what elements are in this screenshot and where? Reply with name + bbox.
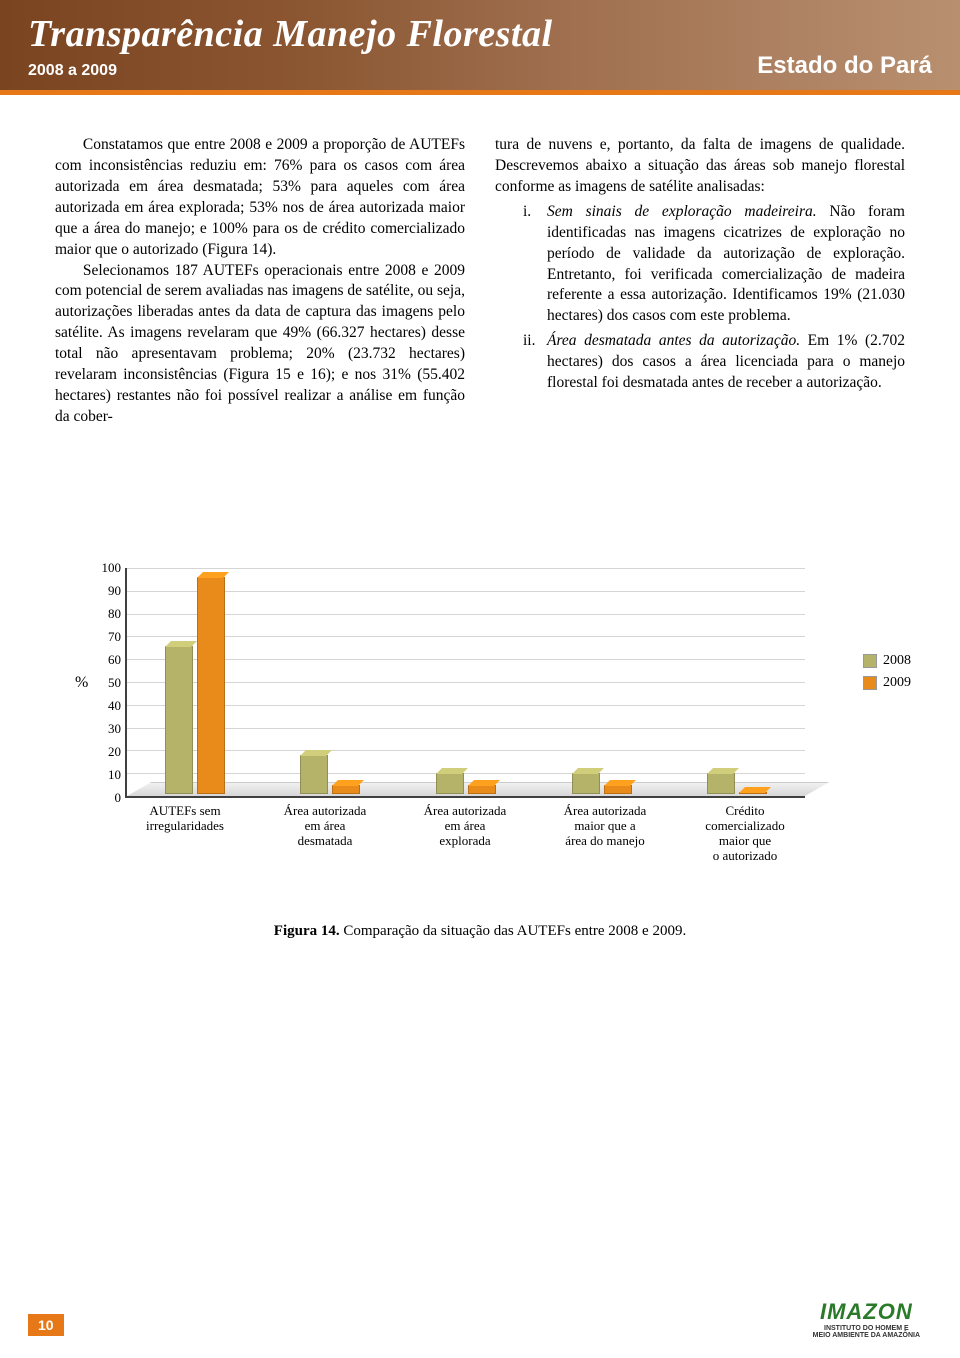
- bar-group: [300, 755, 360, 794]
- list-marker: i.: [523, 202, 547, 328]
- bar-group: [165, 577, 225, 794]
- x-label: Créditocomercializadomaior queo autoriza…: [685, 804, 805, 864]
- x-label: Área autorizadaem áreaexplorada: [405, 804, 525, 849]
- column-right: tura de nuvens e, portanto, da falta de …: [495, 135, 905, 428]
- bar-group: [572, 773, 632, 794]
- y-tick: 10: [91, 767, 121, 783]
- bar: [604, 785, 632, 794]
- figure-caption: Figura 14. Comparação da situação das AU…: [55, 923, 905, 940]
- item-rest: Não foram identificadas nas imagens cica…: [547, 203, 905, 325]
- page-content: Constatamos que entre 2008 e 2009 a prop…: [0, 95, 960, 940]
- caption-rest: Comparação da situação das AUTEFs entre …: [340, 923, 687, 939]
- y-axis-label: %: [75, 674, 88, 692]
- header-title: Transparência Manejo Florestal: [28, 12, 932, 56]
- page-number: 10: [28, 1314, 64, 1336]
- legend-item-2008: 2008: [863, 653, 911, 669]
- legend-label: 2008: [883, 653, 911, 669]
- caption-bold: Figura 14.: [274, 923, 340, 939]
- imazon-logo: IMAZON INSTITUTO DO HOMEM E MEIO AMBIENT…: [813, 1299, 920, 1340]
- bar: [165, 646, 193, 794]
- bar: [468, 785, 496, 794]
- bar-group: [436, 773, 496, 794]
- list-marker: ii.: [523, 331, 547, 394]
- text-columns: Constatamos que entre 2008 e 2009 a prop…: [55, 135, 905, 428]
- x-labels: AUTEFs semirregularidades Área autorizada…: [115, 804, 815, 854]
- list-item-i: i. Sem sinais de exploração madeireira. …: [523, 202, 905, 328]
- x-label: Área autorizadaem áreadesmatada: [265, 804, 385, 849]
- list-text: Sem sinais de exploração madeireira. Não…: [547, 202, 905, 328]
- bar-group: [707, 773, 767, 794]
- legend-item-2009: 2009: [863, 675, 911, 691]
- x-label: Área autorizadamaior que aárea do manejo: [545, 804, 665, 849]
- y-tick: 60: [91, 652, 121, 668]
- y-tick: 70: [91, 629, 121, 645]
- column-left: Constatamos que entre 2008 e 2009 a prop…: [55, 135, 465, 428]
- y-tick: 90: [91, 583, 121, 599]
- list-item-ii: ii. Área desmatada antes da autorização.…: [523, 331, 905, 394]
- page-header: Transparência Manejo Florestal 2008 a 20…: [0, 0, 960, 95]
- bar: [197, 577, 225, 794]
- y-tick: 20: [91, 744, 121, 760]
- roman-list: i. Sem sinais de exploração madeireira. …: [523, 202, 905, 394]
- y-tick: 100: [91, 560, 121, 576]
- plot-region: [125, 568, 805, 798]
- bar: [332, 785, 360, 794]
- bar: [707, 773, 735, 794]
- item-title-italic: Sem sinais de exploração madeireira.: [547, 203, 817, 220]
- y-tick: 50: [91, 675, 121, 691]
- bar: [300, 755, 328, 794]
- paragraph-1: Constatamos que entre 2008 e 2009 a prop…: [55, 135, 465, 261]
- x-label: AUTEFs semirregularidades: [125, 804, 245, 834]
- list-text: Área desmatada antes da autorização. Em …: [547, 331, 905, 394]
- bar: [572, 773, 600, 794]
- legend-swatch: [863, 654, 877, 668]
- bar: [436, 773, 464, 794]
- legend-label: 2009: [883, 675, 911, 691]
- bar: [739, 792, 767, 794]
- logo-sub2: MEIO AMBIENTE DA AMAZÔNIA: [813, 1332, 920, 1340]
- y-tick: 40: [91, 698, 121, 714]
- y-tick: 30: [91, 721, 121, 737]
- chart-legend: 2008 2009: [863, 653, 911, 697]
- paragraph-2: Selecionamos 187 AUTEFs operacionais ent…: [55, 261, 465, 428]
- logo-name: IMAZON: [813, 1299, 920, 1325]
- figure-14-chart: % 0102030405060708090100 AUTEFs semirreg…: [55, 568, 905, 858]
- y-ticks: 0102030405060708090100: [91, 568, 121, 798]
- y-tick: 80: [91, 606, 121, 622]
- item-title-italic: Área desmatada antes da autorização.: [547, 332, 800, 349]
- chart-area: % 0102030405060708090100: [125, 568, 805, 798]
- legend-swatch: [863, 676, 877, 690]
- paragraph-3: tura de nuvens e, portanto, da falta de …: [495, 135, 905, 198]
- header-region: Estado do Pará: [757, 52, 932, 80]
